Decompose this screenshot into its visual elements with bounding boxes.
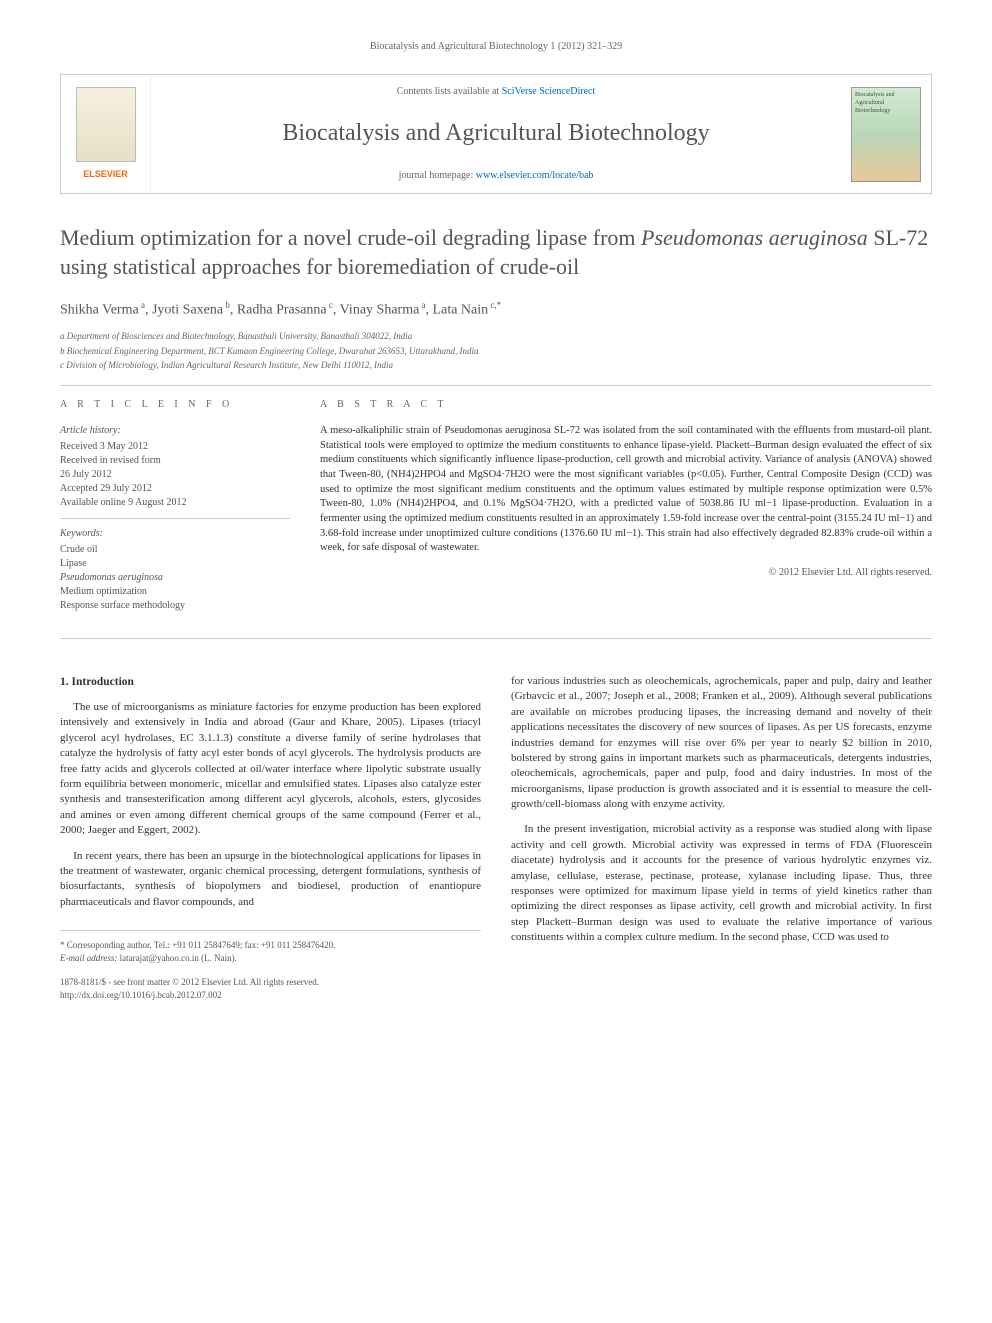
journal-banner: ELSEVIER Contents lists available at Sci… (60, 74, 932, 194)
journal-name: Biocatalysis and Agricultural Biotechnol… (282, 117, 709, 151)
keyword-4: Response surface methodology (60, 599, 290, 613)
journal-homepage-line: journal homepage: www.elsevier.com/locat… (399, 169, 594, 183)
intro-para-1: The use of microorganisms as miniature f… (60, 700, 481, 839)
divider (60, 385, 932, 386)
history-revised2: 26 July 2012 (60, 468, 290, 482)
keyword-1: Lipase (60, 557, 290, 571)
journal-thumbnail-icon (76, 87, 136, 162)
footer-copyright: 1878-8181/$ - see front matter © 2012 El… (60, 976, 481, 1001)
running-header: Biocatalysis and Agricultural Biotechnol… (60, 40, 932, 54)
journal-cover-icon: Biocatalysis and Agricultural Biotechnol… (851, 87, 921, 182)
body-columns: 1. Introduction The use of microorganism… (60, 674, 932, 1002)
keyword-0: Crude oil (60, 543, 290, 557)
history-received: Received 3 May 2012 (60, 440, 290, 454)
abstract-copyright: © 2012 Elsevier Ltd. All rights reserved… (320, 566, 932, 580)
info-abstract-row: A R T I C L E I N F O Article history: R… (60, 398, 932, 613)
title-italic-species: Pseudomonas aeruginosa (641, 225, 868, 250)
homepage-prefix: journal homepage: (399, 170, 476, 181)
author-list: Shikha Verma a, Jyoti Saxena b, Radha Pr… (60, 299, 932, 320)
email-line: E-mail address: latarajat@yahoo.co.in (L… (60, 952, 481, 965)
divider-2 (60, 638, 932, 639)
section-1-heading: 1. Introduction (60, 674, 481, 690)
banner-center: Contents lists available at SciVerse Sci… (151, 75, 841, 193)
keywords-block: Keywords: Crude oil Lipase Pseudomonas a… (60, 527, 290, 613)
intro-para-2: In recent years, there has been an upsur… (60, 849, 481, 911)
issn-line: 1878-8181/$ - see front matter © 2012 El… (60, 976, 481, 989)
email-label: E-mail address: (60, 953, 120, 963)
title-part1: Medium optimization for a novel crude-oi… (60, 225, 641, 250)
affiliation-c: c Division of Microbiology, Indian Agric… (60, 359, 932, 373)
history-accepted: Accepted 29 July 2012 (60, 482, 290, 496)
contents-available-line: Contents lists available at SciVerse Sci… (397, 85, 596, 99)
keyword-2: Pseudomonas aeruginosa (60, 571, 290, 585)
intro-para-4: In the present investigation, microbial … (511, 822, 932, 945)
banner-right: Biocatalysis and Agricultural Biotechnol… (841, 75, 931, 193)
column-right: for various industries such as oleochemi… (511, 674, 932, 1002)
history-label: Article history: (60, 424, 290, 438)
homepage-link[interactable]: www.elsevier.com/locate/bab (476, 170, 594, 181)
doi-line: http://dx.doi.org/10.1016/j.bcab.2012.07… (60, 989, 481, 1002)
article-title: Medium optimization for a novel crude-oi… (60, 224, 932, 281)
article-history: Article history: Received 3 May 2012 Rec… (60, 424, 290, 519)
intro-para-3: for various industries such as oleochemi… (511, 674, 932, 813)
elsevier-logo: ELSEVIER (71, 168, 141, 181)
history-online: Available online 9 August 2012 (60, 496, 290, 510)
affiliation-a: a Department of Biosciences and Biotechn… (60, 330, 932, 344)
abstract-text: A meso-alkaliphilic strain of Pseudomona… (320, 424, 932, 556)
abstract-heading: A B S T R A C T (320, 398, 932, 412)
article-info-heading: A R T I C L E I N F O (60, 398, 290, 412)
keywords-label: Keywords: (60, 527, 290, 541)
abstract-block: A B S T R A C T A meso-alkaliphilic stra… (320, 398, 932, 613)
article-info-block: A R T I C L E I N F O Article history: R… (60, 398, 290, 613)
affiliations: a Department of Biosciences and Biotechn… (60, 330, 932, 373)
sciencedirect-link[interactable]: SciVerse ScienceDirect (502, 86, 596, 97)
history-revised1: Received in revised form (60, 454, 290, 468)
column-left: 1. Introduction The use of microorganism… (60, 674, 481, 1002)
email-address: latarajat@yahoo.co.in (L. Nain). (120, 953, 237, 963)
keyword-3: Medium optimization (60, 585, 290, 599)
corr-line: * Corresoponding author. Tel.: +91 011 2… (60, 939, 481, 952)
banner-left: ELSEVIER (61, 75, 151, 193)
corresponding-author-footer: * Corresoponding author. Tel.: +91 011 2… (60, 930, 481, 1001)
contents-prefix: Contents lists available at (397, 86, 502, 97)
affiliation-b: b Biochemical Engineering Department, BC… (60, 345, 932, 359)
